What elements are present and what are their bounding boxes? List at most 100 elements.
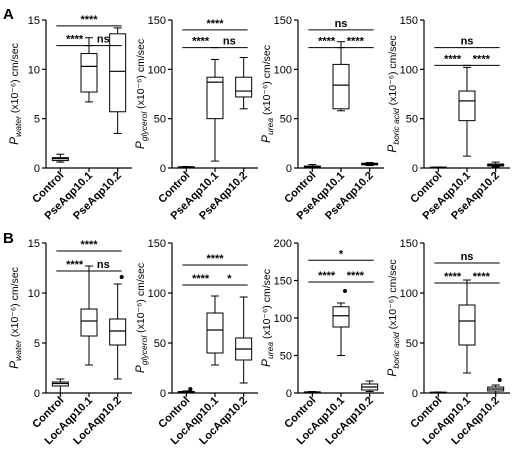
- y-axis-label-subscript: glycerol: [139, 335, 149, 365]
- box-1: [429, 391, 447, 394]
- significance-label: ****: [192, 36, 210, 48]
- y-tick-label: 50: [280, 351, 292, 363]
- y-tick-label: 100: [274, 64, 292, 76]
- y-axis-label-unit: (x10⁻⁶) cm/sec: [9, 267, 21, 340]
- y-tick-label: 0: [286, 388, 292, 400]
- significance-label: ns: [335, 18, 348, 30]
- y-axis-label-symbol: P: [385, 145, 399, 153]
- panel-letter-a: A: [3, 6, 14, 23]
- box-iqr: [80, 53, 98, 93]
- y-tick-label: 50: [406, 114, 418, 126]
- y-tick-label: 150: [274, 276, 292, 288]
- outlier-point: [119, 275, 124, 279]
- significance-label: ns: [223, 36, 236, 48]
- box-1: [303, 391, 321, 394]
- y-axis-label: Purea (x10⁻⁶) cm/sec: [259, 269, 275, 367]
- y-axis-label-subscript: urea: [265, 118, 275, 135]
- y-axis-label-subscript: glycerol: [139, 111, 149, 141]
- box-2: [458, 279, 476, 374]
- y-axis-label-unit: (x10⁻⁶) cm/sec: [387, 35, 399, 108]
- box-2: [458, 66, 476, 157]
- significance-label: ****: [347, 36, 365, 48]
- box-iqr: [332, 306, 350, 328]
- significance-label: ****: [80, 14, 98, 26]
- box-1: [303, 164, 321, 169]
- y-axis-label: Pboric acid (x10⁻⁶) cm/sec: [385, 259, 401, 376]
- box-3: [361, 380, 379, 392]
- y-axis-label-subscript: water: [13, 339, 23, 361]
- y-axis-label: Purea (x10⁻⁶) cm/sec: [259, 45, 275, 143]
- y-axis-label: Pboric acid (x10⁻⁶) cm/sec: [385, 35, 401, 152]
- y-tick-label: 100: [400, 64, 418, 76]
- y-tick-label: 100: [148, 288, 166, 300]
- significance-label: ns: [461, 36, 474, 48]
- box-3: [235, 296, 253, 384]
- y-axis-label-unit: (x10⁻⁶) cm/sec: [135, 263, 147, 336]
- y-axis-label: Pglycerol (x10⁻⁶) cm/sec: [133, 39, 149, 149]
- significance-label: ****: [444, 271, 462, 283]
- significance-label: ****: [473, 271, 491, 283]
- significance-label: ****: [80, 239, 98, 251]
- box-1: [177, 387, 195, 394]
- box-3: [487, 161, 505, 168]
- y-axis-label-symbol: P: [133, 141, 147, 149]
- significance-label: ns: [97, 259, 110, 271]
- box-2: [332, 289, 350, 356]
- y-tick-label: 15: [28, 15, 40, 27]
- box-3: [109, 275, 127, 380]
- y-axis-label-symbol: P: [133, 365, 147, 373]
- outlier-point: [343, 289, 347, 293]
- y-tick-label: 50: [406, 338, 418, 350]
- y-tick-label: 5: [34, 114, 40, 126]
- y-tick-label: 150: [274, 15, 292, 27]
- y-axis-label-symbol: P: [259, 359, 273, 367]
- box-3: [361, 162, 379, 167]
- y-tick-label: 150: [400, 15, 418, 27]
- significance-label: ns: [97, 34, 110, 46]
- y-tick-label: 100: [148, 64, 166, 76]
- y-tick-label: 0: [412, 163, 418, 175]
- y-tick-label: 15: [28, 238, 40, 250]
- box-2: [332, 41, 350, 112]
- significance-label: ****: [66, 259, 84, 271]
- y-axis-label-symbol: P: [259, 135, 273, 143]
- y-axis-label-subscript: boric acid: [391, 108, 401, 145]
- box-1: [51, 153, 69, 163]
- box-iqr: [458, 304, 476, 346]
- y-tick-label: 0: [160, 388, 166, 400]
- box-1: [429, 166, 447, 169]
- box-iqr: [109, 318, 127, 346]
- box-2: [206, 295, 224, 366]
- box-3: [487, 378, 505, 394]
- outlier-point: [188, 387, 193, 391]
- y-tick-label: 50: [154, 338, 166, 350]
- significance-label: ****: [347, 270, 365, 282]
- significance-label: ****: [444, 53, 462, 65]
- y-axis-label-symbol: P: [7, 361, 21, 369]
- box-1: [177, 166, 195, 169]
- significance-label: ****: [206, 18, 224, 30]
- y-axis-label-unit: (x10⁻⁶) cm/sec: [261, 45, 273, 118]
- box-3: [109, 27, 127, 134]
- significance-label: ****: [192, 273, 210, 285]
- y-tick-label: 150: [148, 238, 166, 250]
- box-iqr: [332, 63, 350, 110]
- box-iqr: [206, 312, 224, 354]
- y-tick-label: 0: [34, 388, 40, 400]
- box-iqr: [206, 76, 224, 120]
- y-tick-label: 150: [400, 238, 418, 250]
- y-axis-label-subscript: urea: [265, 342, 275, 359]
- significance-label: ****: [318, 270, 336, 282]
- box-1: [51, 378, 69, 394]
- y-tick-label: 100: [274, 313, 292, 325]
- y-tick-label: 0: [286, 163, 292, 175]
- significance-label: ****: [473, 53, 491, 65]
- y-axis-label: Pwater (x10⁻⁶) cm/sec: [7, 267, 23, 369]
- y-axis-label: Pglycerol (x10⁻⁶) cm/sec: [133, 263, 149, 373]
